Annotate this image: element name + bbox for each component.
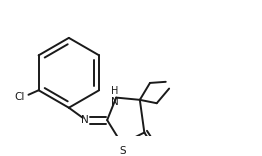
Text: N: N xyxy=(81,115,89,125)
Text: H: H xyxy=(111,86,119,96)
Text: N: N xyxy=(111,97,119,107)
Text: Cl: Cl xyxy=(14,92,24,102)
Text: S: S xyxy=(119,146,125,156)
